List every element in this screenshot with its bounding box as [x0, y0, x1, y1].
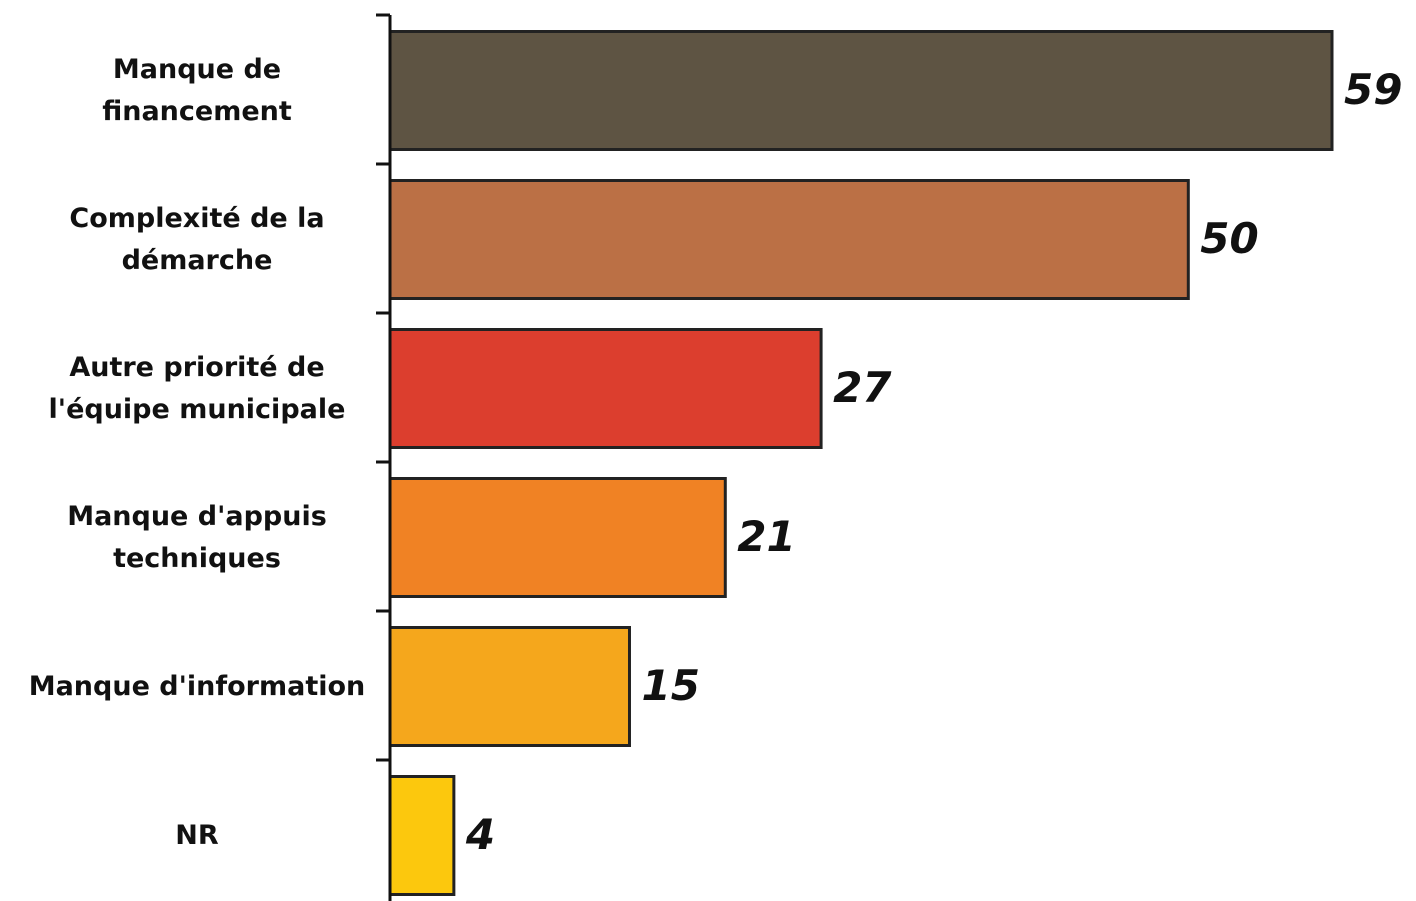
category-label: NR: [175, 819, 219, 851]
category-label: Manque de financement: [102, 53, 292, 127]
bar: [388, 626, 631, 747]
category-label: Manque d'information: [28, 670, 366, 702]
category-label: Complexité de la démarche: [69, 202, 325, 276]
value-label: 27: [833, 363, 892, 412]
category-label: Manque d'appuis techniques: [67, 500, 327, 574]
value-label: 4: [465, 810, 495, 859]
bar: [388, 477, 727, 598]
category-label: Autre priorité de l'équipe municipale: [48, 351, 346, 425]
value-label: 21: [737, 512, 795, 561]
bar: [388, 775, 456, 896]
value-label: 50: [1200, 214, 1258, 263]
value-label: 59: [1344, 65, 1402, 114]
value-label: 15: [641, 661, 699, 710]
bar: [388, 30, 1334, 151]
bar: [388, 179, 1190, 300]
bar: [388, 328, 823, 449]
